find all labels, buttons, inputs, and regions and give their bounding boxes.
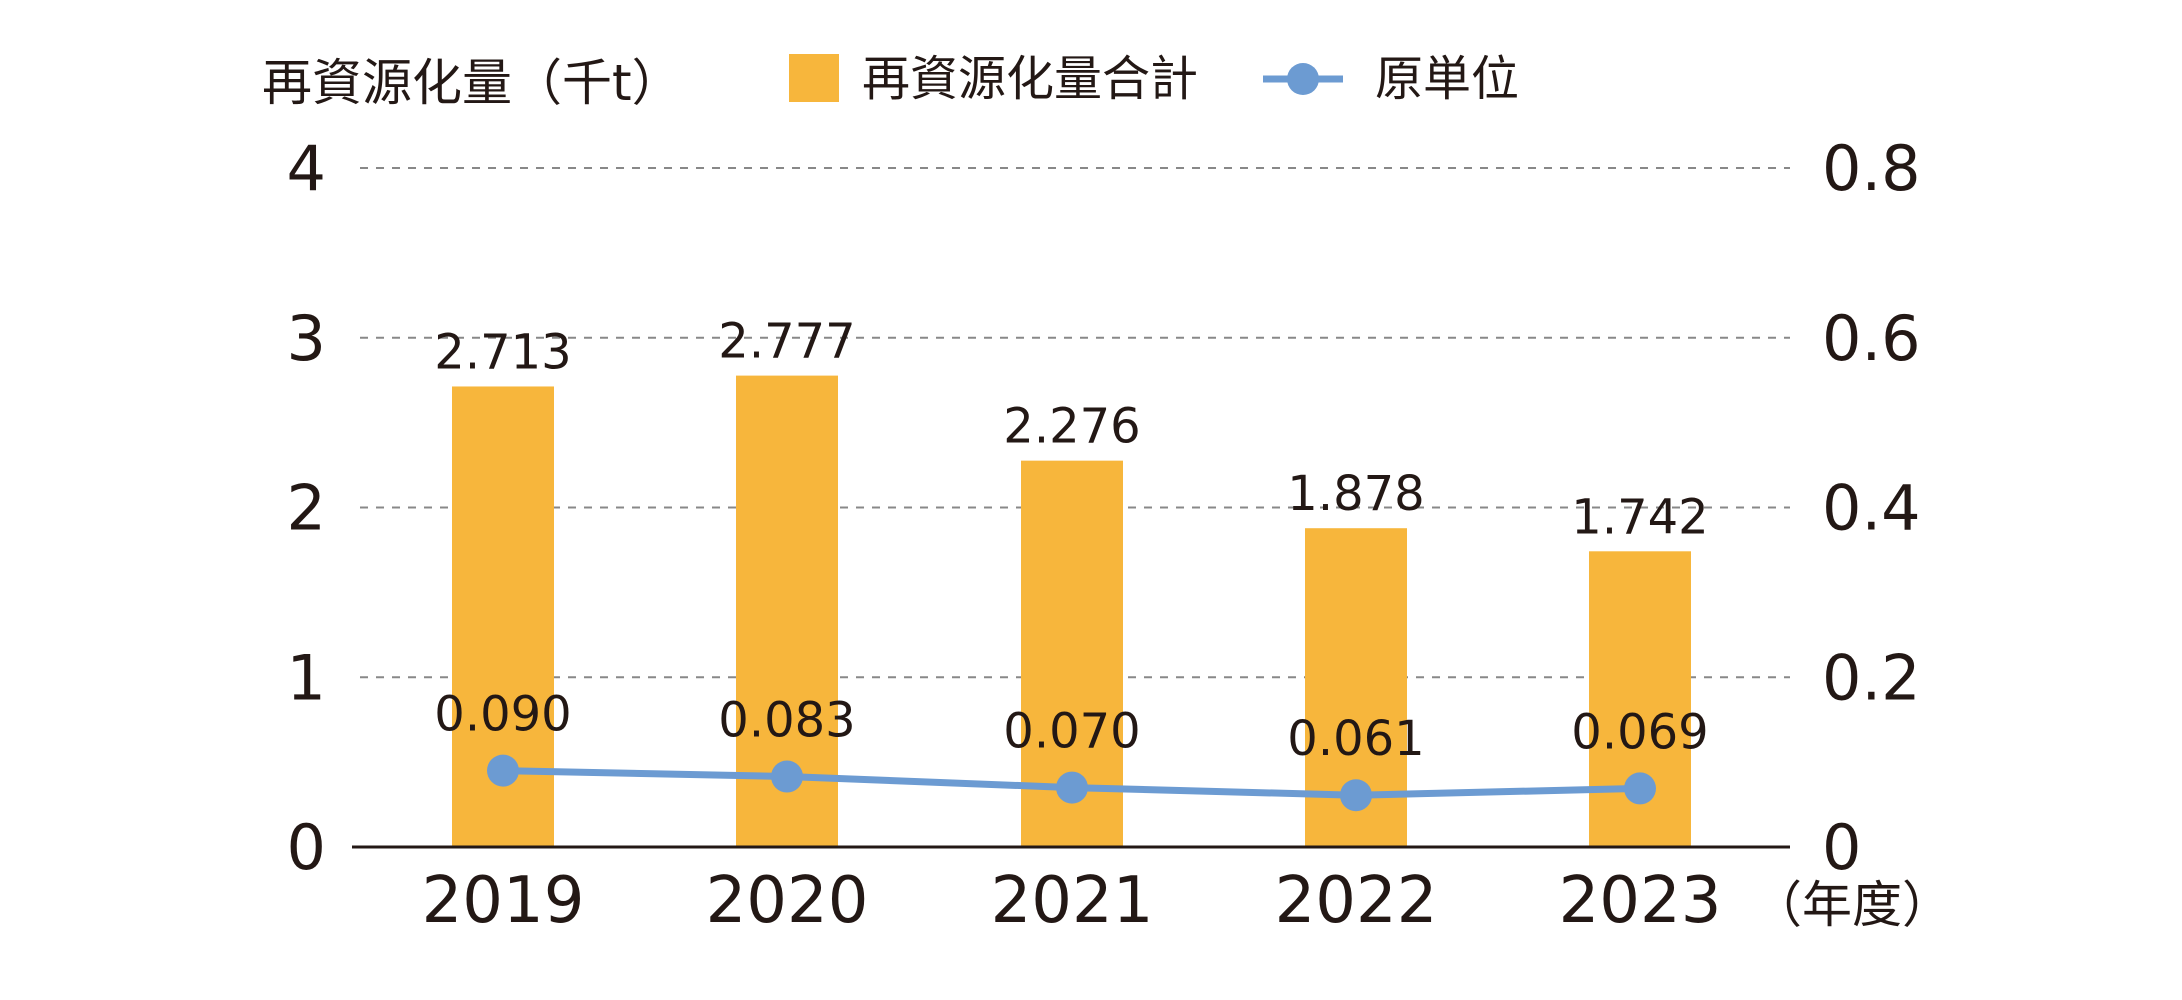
y-right-tick: 0.6 <box>1822 302 1921 375</box>
line-point <box>1056 771 1088 804</box>
line-value-label: 0.083 <box>718 693 855 749</box>
line-point <box>771 760 803 793</box>
legend-line-label: 原単位 <box>1375 51 1519 107</box>
line-series <box>487 754 1656 812</box>
y-left-tick: 4 <box>287 132 326 205</box>
x-axis-unit: （年度） <box>1752 876 1952 934</box>
x-tick: 2023 <box>1559 864 1722 938</box>
legend: 再資源化量合計 原単位 <box>789 51 1519 107</box>
bar-value-label: 1.742 <box>1571 489 1708 545</box>
line-value-label: 0.090 <box>434 687 571 743</box>
y-left-tick: 2 <box>287 472 326 545</box>
x-ticks: 2019 2020 2021 2022 2023 <box>422 864 1722 938</box>
y-right-tick: 0.4 <box>1822 472 1921 545</box>
y-left-axis-label: 再資源化量（千t） <box>262 54 682 112</box>
y-left-tick: 3 <box>287 302 326 375</box>
data-labels: 2.713 2.777 2.276 1.878 1.742 0.090 0.083 0.070… <box>434 314 1708 768</box>
bar-value-label: 2.276 <box>1003 399 1140 455</box>
line-point <box>1624 772 1656 805</box>
legend-line-marker <box>1287 63 1319 95</box>
y-left-tick: 0 <box>287 811 326 884</box>
line-value-label: 0.069 <box>1571 704 1708 760</box>
line-value-label: 0.070 <box>1003 704 1140 760</box>
line-point <box>1340 779 1372 812</box>
line-value-label: 0.061 <box>1287 711 1424 767</box>
x-tick: 2021 <box>991 864 1154 938</box>
legend-bar-swatch <box>789 54 839 102</box>
x-tick: 2020 <box>706 864 869 938</box>
x-tick: 2019 <box>422 864 585 938</box>
y-right-ticks: 0 0.2 0.4 0.6 0.8 <box>1822 132 1921 884</box>
y-left-tick: 1 <box>287 641 326 714</box>
legend-bar-label: 再資源化量合計 <box>862 51 1198 107</box>
grid-lines <box>360 167 1790 679</box>
bar-value-label: 1.878 <box>1287 466 1424 522</box>
y-right-tick: 0 <box>1822 811 1861 884</box>
line-point <box>487 754 519 787</box>
bar-value-label: 2.713 <box>434 324 571 380</box>
y-right-tick: 0.8 <box>1822 132 1921 205</box>
y-right-tick: 0.2 <box>1822 641 1921 714</box>
bar-value-label: 2.777 <box>718 314 855 370</box>
x-tick: 2022 <box>1275 864 1438 938</box>
y-left-ticks: 0 1 2 3 4 <box>287 132 326 884</box>
